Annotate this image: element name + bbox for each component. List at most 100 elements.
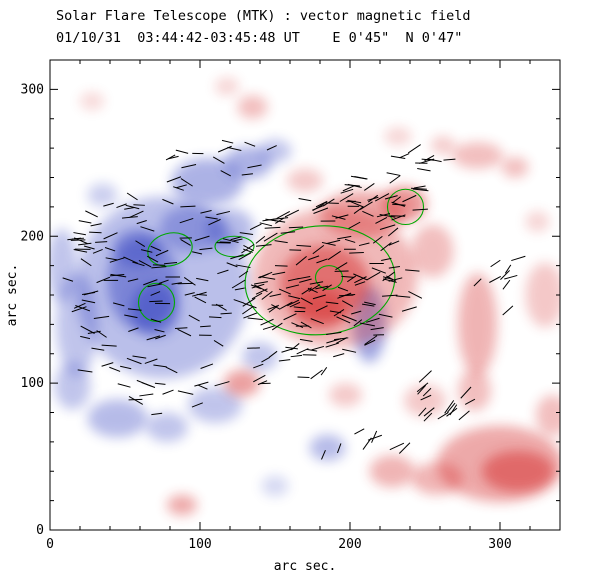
vector-segment [214,381,230,387]
positive-flux-blob [404,384,446,417]
vector-segment [324,202,339,204]
vector-segment [138,259,152,268]
vector-segment [179,217,194,224]
vector-segment [424,155,435,162]
vector-segment [121,216,138,219]
vector-segment [109,257,125,263]
vector-segment [227,146,242,151]
vector-segment [110,273,127,278]
vector-segment [374,193,390,202]
vector-segment [117,383,131,388]
vector-segment [244,141,256,147]
positive-flux-blob [224,369,260,397]
vector-segment [83,290,99,296]
vector-segment [135,240,146,248]
vector-segment [312,294,326,300]
vector-segment [200,210,212,214]
vector-segment [443,158,456,161]
vector-segment [188,314,200,322]
vector-segment [83,245,95,250]
vector-segment [272,217,289,220]
vector-segment [347,199,362,204]
vector-segment [150,318,162,323]
vector-segment [153,364,167,368]
vector-segment [147,283,163,288]
vector-segment [490,259,501,268]
negative-flux-blob [146,412,188,442]
vector-segment [384,195,398,200]
vector-segment [249,223,262,231]
vector-segment [261,356,270,363]
vector-segment [418,407,427,417]
vector-segment [239,232,254,235]
negative-flux-blob [258,139,292,163]
vector-segment [287,299,300,307]
x-tick-label: 100 [188,537,211,552]
vector-segment [220,312,232,315]
vector-segment [268,350,278,358]
vector-segment [285,346,298,350]
vector-segment [199,247,213,251]
vector-segment [351,310,362,315]
vector-segment [422,387,432,397]
vector-segment [347,275,357,283]
vector-segment [176,184,187,189]
vector-segment [341,275,355,278]
vector-segment [315,200,328,208]
vector-segment [264,226,281,229]
vector-segment [295,255,307,266]
vector-segment [146,335,161,341]
vector-segment [308,284,321,292]
vector-segment [183,277,196,286]
vector-segment [177,390,194,395]
positive-flux-blob [452,142,503,169]
vector-segment [418,370,432,383]
vector-segment [164,261,178,265]
vector-segment [367,434,382,441]
positive-flux-blob [384,127,412,146]
vector-segment [260,318,274,326]
vector-segment [101,344,117,347]
vector-segment [266,145,277,151]
vector-segment [359,322,376,327]
vector-segment [128,327,139,332]
vector-segment [349,200,364,208]
vector-segment [367,196,379,201]
vector-segment [180,205,196,208]
vector-segment [423,412,433,422]
vector-segment [311,345,325,351]
vector-segment [136,379,152,387]
vector-segment [255,288,268,295]
field-contour [137,282,176,322]
vector-segment [217,269,229,275]
vector-segment [366,271,381,281]
vector-segment [91,347,105,351]
vector-segment [180,238,191,246]
vector-segment [235,264,251,269]
vector-segment [284,209,300,218]
vector-segment [194,235,210,242]
vector-segment [194,381,209,387]
vector-segment [416,382,429,393]
vector-segment [312,245,325,255]
vector-segment [408,291,423,299]
vector-segment [315,305,328,312]
vector-segment [191,402,203,408]
vector-segment [132,261,145,267]
vector-segment [287,277,300,282]
vector-segment [391,201,406,207]
vector-segment [420,394,432,401]
vector-segment [333,353,345,358]
vector-segment [124,314,138,319]
vector-segment [288,226,304,229]
vector-segment [283,313,297,321]
vector-segment [437,412,449,420]
positive-flux-blob [411,462,463,495]
vector-segment [184,292,195,296]
vector-segment [139,393,154,397]
vector-segment [150,291,161,296]
y-tick-label: 0 [36,523,44,538]
vector-segment [327,250,342,261]
